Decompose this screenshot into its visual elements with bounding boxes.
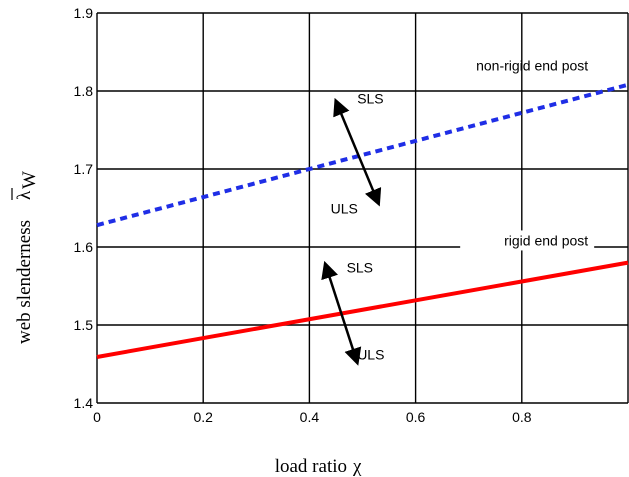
y-axis-subscript: W <box>19 171 40 189</box>
x-axis-symbol: χ <box>352 456 362 477</box>
series-line <box>96 260 629 359</box>
y-tick-label: 1.4 <box>74 395 94 411</box>
y-axis-symbol: λ <box>14 190 35 200</box>
y-tick-label: 1.9 <box>74 5 94 21</box>
y-tick-label: 1.7 <box>74 161 94 177</box>
annotation-label: ULS <box>331 200 358 216</box>
ticks-group: 0 0.2 0.4 0.6 0.8 1.4 1.5 1.6 1.7 1.8 1.9 <box>74 5 532 425</box>
arrows-group <box>321 97 382 366</box>
double-arrow <box>321 260 362 366</box>
x-tick-label: 0 <box>93 409 101 425</box>
double-arrow <box>333 97 382 207</box>
grid <box>96 12 629 404</box>
y-axis-label: web slenderness <box>14 220 35 344</box>
y-tick-label: 1.6 <box>74 239 94 255</box>
x-axis-label: load ratio <box>275 456 347 477</box>
series-label-background <box>460 230 595 251</box>
x-tick-label: 0.4 <box>300 409 320 425</box>
annotations-group: SLS ULS SLS ULS non-rigid end post rigid end … <box>331 58 595 362</box>
x-tick-label: 0.6 <box>406 409 426 425</box>
annotation-label: SLS <box>347 260 373 276</box>
x-tick-label: 0.8 <box>512 409 532 425</box>
series-line <box>96 82 629 228</box>
annotation-label: ULS <box>357 346 384 362</box>
series-label: rigid end post <box>504 232 588 248</box>
y-tick-label: 1.8 <box>74 83 94 99</box>
series-group <box>96 82 629 359</box>
plot-area <box>97 13 628 403</box>
y-tick-label: 1.5 <box>74 317 94 333</box>
x-tick-label: 0.2 <box>193 409 213 425</box>
series-label: non-rigid end post <box>476 58 588 74</box>
annotation-label: SLS <box>357 90 383 106</box>
